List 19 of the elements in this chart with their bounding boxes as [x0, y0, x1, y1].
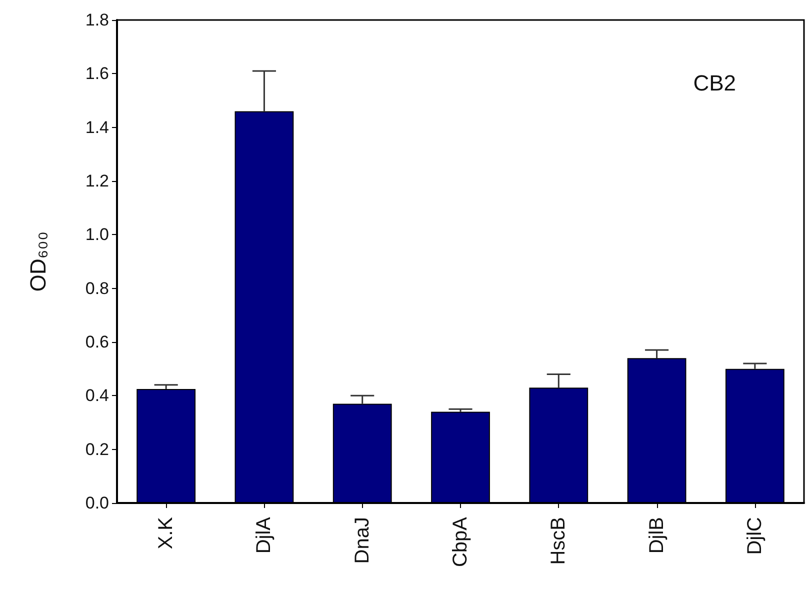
y-tick-label: 1.4	[85, 118, 109, 137]
x-tick-label: CbpA	[450, 516, 472, 568]
x-tick-label: DnaJ	[351, 517, 374, 564]
x-tick-label: DjlA	[253, 516, 276, 554]
y-tick-label: 1.6	[85, 64, 109, 84]
x-tick-label: DjlB	[646, 517, 668, 554]
y-tick-label: 0.6	[85, 332, 109, 352]
x-tick-label: HscB	[548, 517, 570, 565]
y-tick-label: 0.8	[85, 278, 109, 298]
annotation: CB2	[693, 70, 736, 96]
y-tick-label: 0.2	[85, 440, 109, 459]
y-tick-label: 1.2	[85, 172, 109, 190]
y-tick-label: 0.4	[85, 386, 109, 406]
x-tick-label: X.K	[155, 516, 178, 550]
x-tick-label: DjlC	[744, 517, 766, 555]
y-tick-label: 0.0	[85, 494, 109, 512]
y-tick-label: 1.0	[85, 225, 109, 244]
y-axis-title: OD₆₀₀	[26, 231, 50, 292]
y-tick-label: 1.8	[85, 10, 109, 30]
